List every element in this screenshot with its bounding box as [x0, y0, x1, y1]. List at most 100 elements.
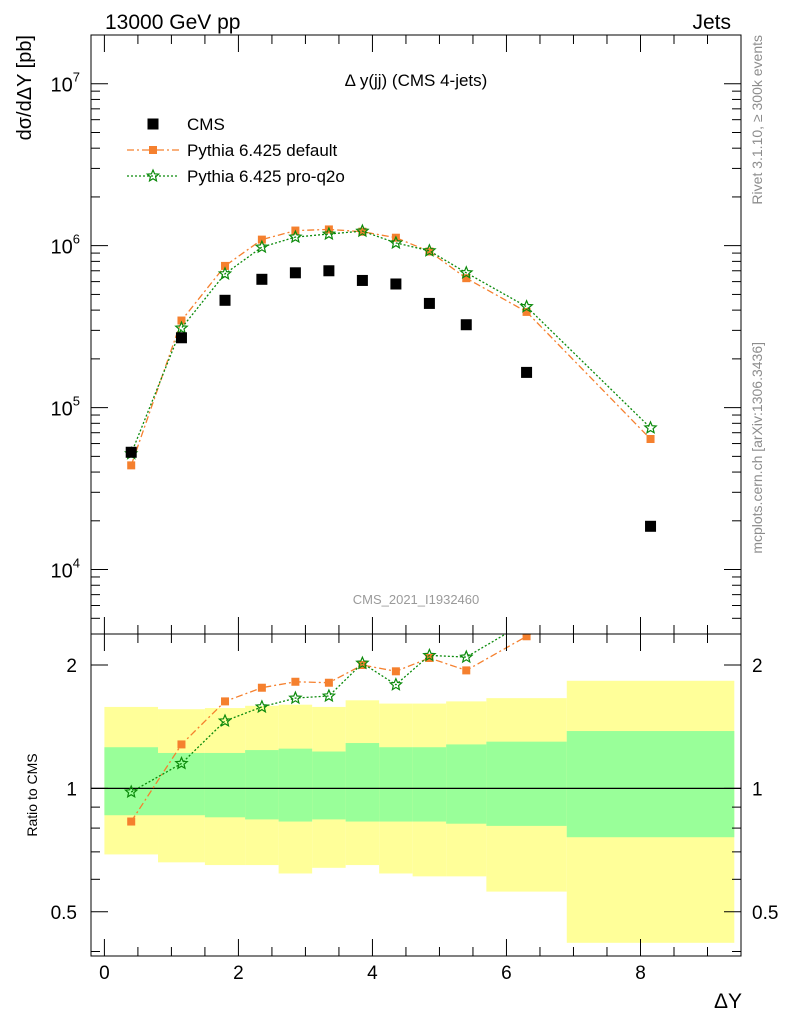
ratio-y-tick-label-right: 2 — [752, 656, 763, 677]
ratio-y-tick-label: 0.5 — [51, 903, 77, 924]
main-y-label: dσ/dΔY [pb] — [14, 35, 36, 140]
pythia-default-point — [177, 316, 186, 325]
ratio-pythia-pro-q2o-point — [645, 533, 656, 544]
rivet-version-label: Rivet 3.1.10, ≥ 300k events — [749, 35, 765, 205]
cms-data-point — [323, 265, 335, 277]
legend-label: Pythia 6.425 pro-q2o — [187, 167, 345, 186]
main-title: Δ y(jj) (CMS 4-jets) — [345, 71, 488, 90]
legend-marker-pro-q2o — [145, 168, 161, 183]
ratio-band-inner — [278, 748, 313, 822]
ratio-pythia-default-point — [177, 740, 186, 749]
x-axis-label: ΔY — [714, 990, 742, 1013]
pythia-default-line — [130, 228, 651, 466]
ratio-band-inner — [312, 751, 346, 820]
ratio-pythia-default-point — [647, 563, 655, 571]
main-y-tick-label: 107 — [51, 70, 80, 97]
cms-data-point — [460, 319, 472, 331]
ratio-pythia-pro-q2o-point — [521, 616, 532, 627]
x-tick-label: 0 — [99, 963, 110, 984]
legend-marker-default — [149, 146, 157, 154]
legend-label: Pythia 6.425 default — [187, 141, 338, 160]
pythia-pro-q2o-point — [288, 229, 303, 244]
cms-data-point — [256, 273, 268, 285]
pythia-default-point — [646, 435, 655, 444]
pythia-pro-q2o-point — [355, 223, 370, 238]
ratio-pythia-default-point — [127, 817, 136, 826]
ratio-y-tick-label-right: 1 — [752, 779, 763, 800]
ratio-pythia-pro-q2o-point — [217, 713, 233, 728]
ratio-pythia-pro-q2o-point — [459, 649, 474, 664]
pythia-pro-q2o-point — [519, 299, 534, 313]
ratio-pythia-pro-q2o-point — [422, 647, 437, 662]
pythia-pro-q2o-point — [643, 420, 658, 434]
ratio-y-tick-label-right: 0.5 — [752, 903, 778, 924]
ratio-pythia-pro-q2o-point — [355, 655, 370, 670]
ratio-uncertainty-bands — [91, 680, 741, 943]
ratio-band-inner — [245, 750, 279, 820]
header-right: Jets — [692, 11, 731, 34]
legend-marker-cms — [147, 118, 159, 130]
ratio-pythia-pro-q2o-point — [321, 688, 337, 703]
pythia-default-point — [127, 461, 136, 470]
ratio-pythia-pro-q2o-point — [174, 755, 189, 770]
main-data-series — [124, 223, 658, 532]
pythia-default-point — [522, 307, 531, 316]
ratio-pythia-pro-q2o-point — [254, 699, 270, 714]
ratio-pythia-pro-q2o-line — [130, 634, 507, 793]
ratio-band-inner — [379, 747, 413, 822]
watermark: CMS_2021_I1932460 — [353, 592, 480, 607]
x-tick-label: 2 — [233, 963, 244, 984]
ratio-pythia-pro-q2o-point — [124, 784, 139, 799]
cms-data-point — [219, 294, 231, 306]
ratio-band-inner — [566, 731, 735, 838]
x-tick-label: 6 — [501, 963, 512, 984]
ratio-pythia-default-point — [257, 683, 266, 692]
ratio-pythia-default-point — [291, 677, 300, 686]
ratio-pythia-pro-q2o-point — [388, 677, 404, 691]
pythia-pro-q2o-point — [422, 243, 437, 257]
main-y-tick-label: 106 — [51, 232, 80, 259]
ratio-pythia-default-point — [221, 697, 230, 706]
ratio-pythia-default-point — [358, 660, 367, 669]
cms-data-point — [390, 278, 402, 290]
ratio-data-series — [124, 533, 656, 826]
legend: CMS Pythia 6.425 default Pythia 6.425 pro-… — [127, 115, 345, 186]
cms-data-point — [125, 446, 137, 458]
ratio-plot-frame — [90, 633, 742, 957]
cms-data-point — [521, 366, 533, 378]
ratio-band-inner — [158, 752, 205, 816]
pythia-pro-q2o-line — [130, 230, 651, 454]
main-y-tick-label: 104 — [51, 556, 80, 583]
cms-data-point — [289, 267, 301, 279]
header-left: 13000 GeV pp — [105, 11, 240, 34]
pythia-pro-q2o-point — [254, 239, 270, 254]
legend-label: CMS — [187, 115, 225, 134]
pythia-default-point — [425, 247, 434, 256]
ratio-pythia-default-point — [462, 666, 471, 675]
pythia-pro-q2o-point — [174, 320, 189, 335]
cms-data-point — [645, 520, 657, 532]
ratio-band-inner — [204, 752, 246, 818]
ratio-band-inner — [446, 744, 487, 824]
cms-data-point — [423, 297, 435, 309]
x-tick-label: 4 — [367, 963, 378, 984]
axes-frames: 104 105 106 107 0 2 4 6 8 0.5 0.5 1 1 2 2 — [51, 34, 778, 984]
ratio-y-tick-label: 2 — [66, 656, 77, 677]
pythia-pro-q2o-point — [388, 235, 404, 250]
cms-data-point — [356, 274, 368, 286]
ratio-pythia-default-point — [324, 678, 333, 687]
x-tick-label: 8 — [635, 963, 646, 984]
ratio-pythia-pro-q2o-point — [288, 690, 303, 705]
pythia-pro-q2o-point — [217, 266, 233, 281]
cms-data-point — [175, 332, 187, 344]
ratio-y-tick-label: 1 — [66, 779, 77, 800]
pythia-pro-q2o-point — [321, 226, 337, 241]
mcplots-label: mcplots.cern.ch [arXiv:1306.3436] — [749, 342, 765, 554]
pythia-default-point — [221, 261, 230, 270]
pythia-default-point — [462, 274, 471, 283]
ratio-band-inner — [486, 741, 567, 826]
ratio-band-inner — [345, 743, 380, 822]
ratio-pythia-default-point — [391, 667, 400, 676]
ratio-band-inner — [412, 747, 447, 822]
